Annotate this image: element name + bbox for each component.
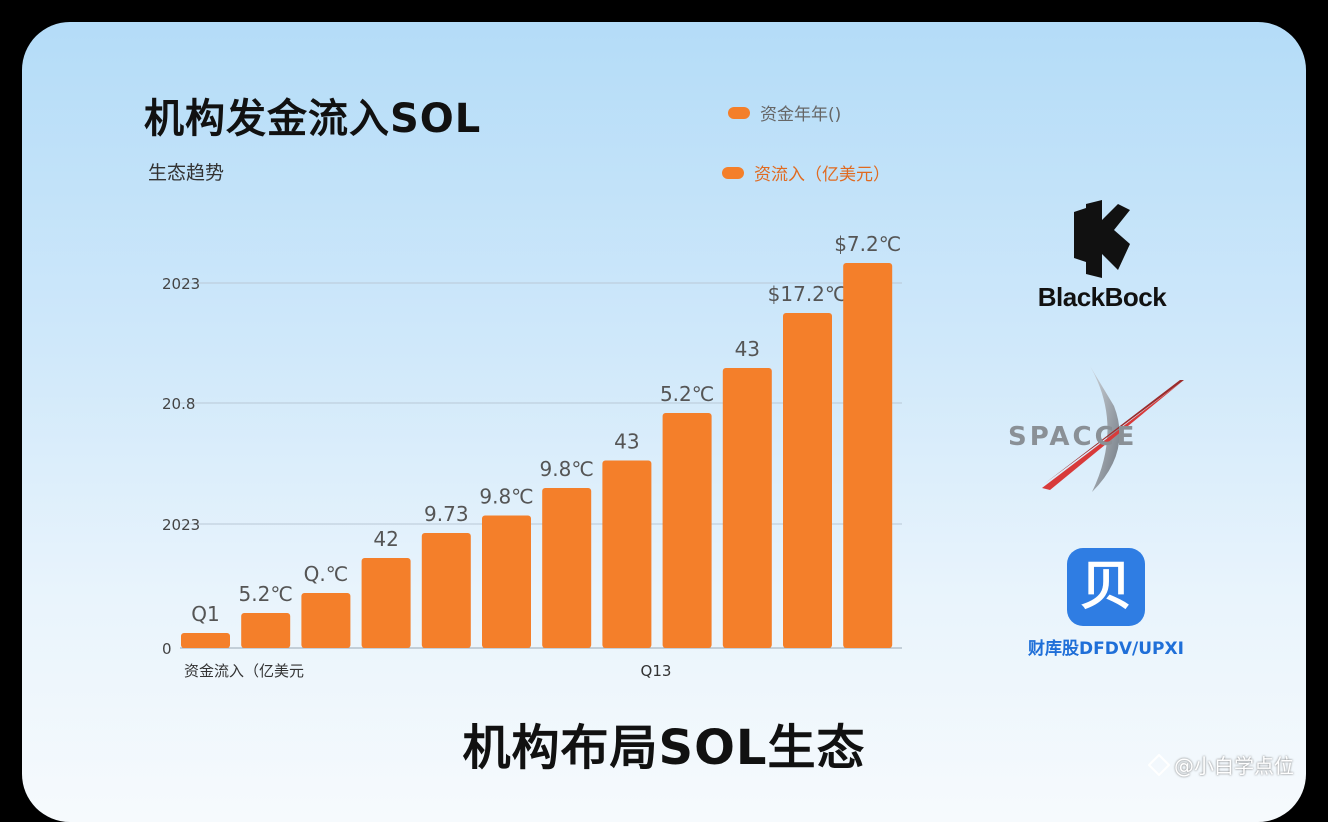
bar-data-label: Q.℃ <box>304 562 349 586</box>
bar <box>542 488 592 648</box>
bar-data-label: 43 <box>614 430 639 454</box>
y-tick-label: 20.8 <box>162 395 195 413</box>
x-tick-label: Q13 <box>641 662 672 680</box>
blackrock-logo: BlackBock <box>1022 200 1182 313</box>
y-tick-label: 0 <box>162 640 172 658</box>
bar-data-label: 9.8℃ <box>540 457 594 481</box>
spacex-logo: SPACCE <box>1004 366 1194 496</box>
chart-subtitle: 生态趋势 <box>148 162 225 184</box>
bar-data-label: 5.2℃ <box>660 382 714 406</box>
y-tick-label: 2023 <box>162 516 200 534</box>
bar <box>722 368 772 648</box>
bar <box>783 313 832 648</box>
y-tick-label: 2023 <box>162 275 200 293</box>
bar-data-label: 9.8℃ <box>479 485 533 509</box>
bar-data-label: Q1 <box>191 602 219 626</box>
legend-label-1: 资金年年() <box>760 105 842 125</box>
legend-label-2: 资流入（亿美元） <box>754 165 890 185</box>
bar-chart: 0 2023 20.8 2023 Q1 5.2℃ Q.℃ 42 9.73 9.8℃ 9.8℃ 43 5.… <box>162 232 902 680</box>
caiku-label: 财库股DFDV/UPXI <box>1028 639 1184 659</box>
bar <box>421 533 471 648</box>
chart-title: 机构发金流入SOL <box>144 96 482 142</box>
watermark: @小白学点位 <box>1148 750 1294 779</box>
bar-data-label: $7.2℃ <box>834 232 901 256</box>
chart-card: 机构发金流入SOL 生态趋势 资金年年() 资流入（亿美元） 0 2023 20.8… <box>22 22 1306 822</box>
bar-data-label: 9.73 <box>424 502 469 526</box>
spacex-wordmark: SPACCE <box>1008 422 1138 452</box>
bar <box>662 413 712 648</box>
bottom-title: 机构布局SOL生态 <box>462 720 866 776</box>
bei-app-glyph: 贝 <box>1079 557 1132 617</box>
bar-data-label: 43 <box>735 337 760 361</box>
bar <box>301 593 351 648</box>
legend-swatch-2 <box>722 166 744 179</box>
blackrock-k-icon <box>1074 200 1130 278</box>
legend-swatch-1 <box>728 106 750 119</box>
bar-data-label: $17.2℃ <box>768 282 848 306</box>
watermark-text: @小白学点位 <box>1174 754 1294 778</box>
bar <box>241 613 291 648</box>
bar-data-label: 5.2℃ <box>239 582 293 606</box>
bar <box>181 633 230 648</box>
bar <box>482 515 531 648</box>
spacex-x-icon <box>1042 366 1184 492</box>
legend-item-2: 资流入（亿美元） <box>722 160 890 185</box>
bar-data-label: 42 <box>373 527 398 551</box>
caiku-logo: 贝 财库股DFDV/UPXI <box>1006 548 1206 659</box>
bei-app-icon: 贝 <box>1067 548 1145 626</box>
bar <box>361 558 411 648</box>
legend-item-1: 资金年年() <box>728 100 841 125</box>
blackrock-label: BlackBock <box>1037 282 1167 312</box>
bar <box>843 263 893 648</box>
x-axis-label: 资金流入（亿美元 <box>184 662 304 680</box>
watermark-logo-icon <box>1148 753 1170 776</box>
bar <box>602 460 652 648</box>
